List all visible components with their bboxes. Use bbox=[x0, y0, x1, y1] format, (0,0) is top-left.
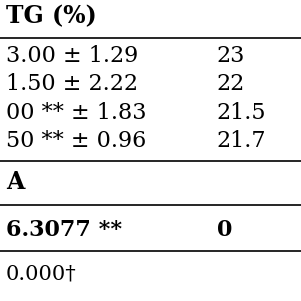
Text: 3.00 ± 1.29: 3.00 ± 1.29 bbox=[6, 45, 138, 67]
Text: TG (%): TG (%) bbox=[6, 5, 97, 29]
Text: 0.000†: 0.000† bbox=[6, 264, 77, 284]
Text: 1.50 ± 2.22: 1.50 ± 2.22 bbox=[6, 73, 138, 95]
Text: 22: 22 bbox=[217, 73, 245, 95]
Text: 00 ** ± 1.83: 00 ** ± 1.83 bbox=[6, 102, 147, 124]
Text: 21.5: 21.5 bbox=[217, 102, 266, 124]
Text: 0: 0 bbox=[217, 219, 232, 241]
Text: 6.3077 **: 6.3077 ** bbox=[6, 219, 122, 241]
Text: A: A bbox=[6, 170, 24, 194]
Text: 21.7: 21.7 bbox=[217, 130, 266, 153]
Text: 23: 23 bbox=[217, 45, 245, 67]
Text: 50 ** ± 0.96: 50 ** ± 0.96 bbox=[6, 130, 146, 153]
